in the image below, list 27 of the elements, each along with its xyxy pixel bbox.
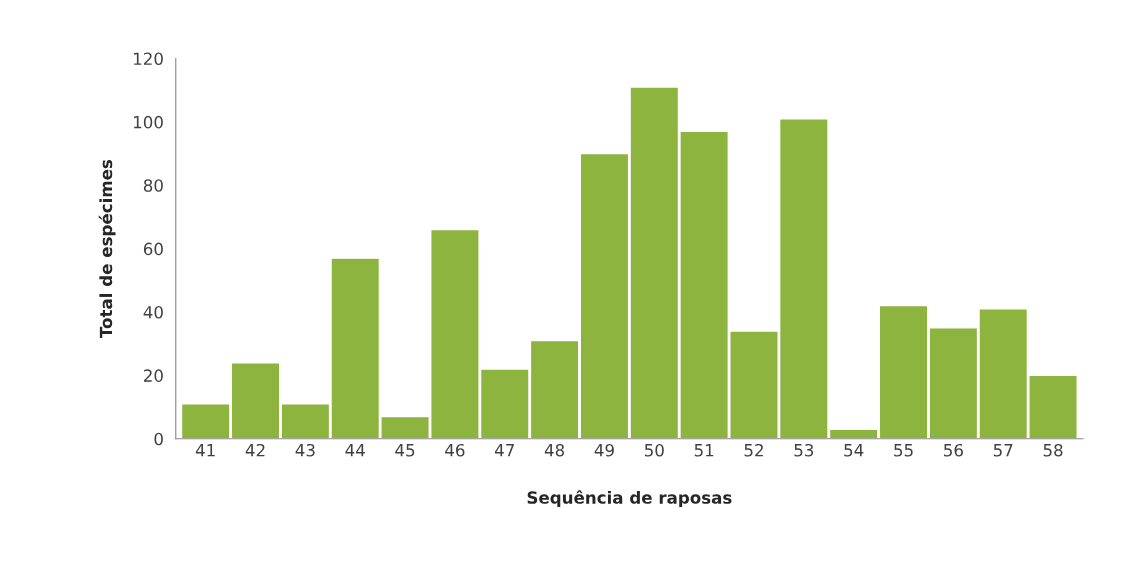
x-tick-label: 54 — [844, 444, 864, 457]
x-tick-label: 57 — [993, 444, 1013, 457]
x-tick-label: 52 — [744, 443, 763, 457]
y-tick-label: 0 — [154, 432, 163, 446]
y-axis-title: Total de espécimes — [98, 159, 116, 339]
x-tick-label: 44 — [345, 444, 365, 457]
y-tick-label: 80 — [143, 179, 163, 192]
y-tick-label: 20 — [143, 369, 163, 382]
x-tick-label: 45 — [395, 444, 415, 457]
x-tick-label: 48 — [544, 443, 565, 457]
x-tick-label: 50 — [644, 443, 664, 457]
x-tick-label: 51 — [694, 444, 714, 457]
x-tick-label: 42 — [245, 443, 265, 457]
x-tick-label: 56 — [944, 443, 963, 457]
x-tick-label: 47 — [494, 444, 514, 457]
y-tick-label: 40 — [143, 305, 163, 319]
y-tick-label: 60 — [143, 242, 163, 256]
x-tick-label: 58 — [1043, 443, 1063, 457]
y-tick-label: 100 — [133, 115, 163, 129]
x-tick-label: 49 — [594, 443, 614, 457]
y-tick-label: 120 — [133, 52, 163, 66]
x-tick-label: 46 — [445, 443, 465, 457]
x-axis-title: Sequência de raposas — [527, 490, 732, 508]
x-tick-label: 55 — [894, 444, 913, 457]
x-tick-label: 43 — [295, 443, 315, 457]
x-tick-label: 53 — [794, 443, 814, 457]
x-tick-label: 41 — [195, 444, 215, 457]
